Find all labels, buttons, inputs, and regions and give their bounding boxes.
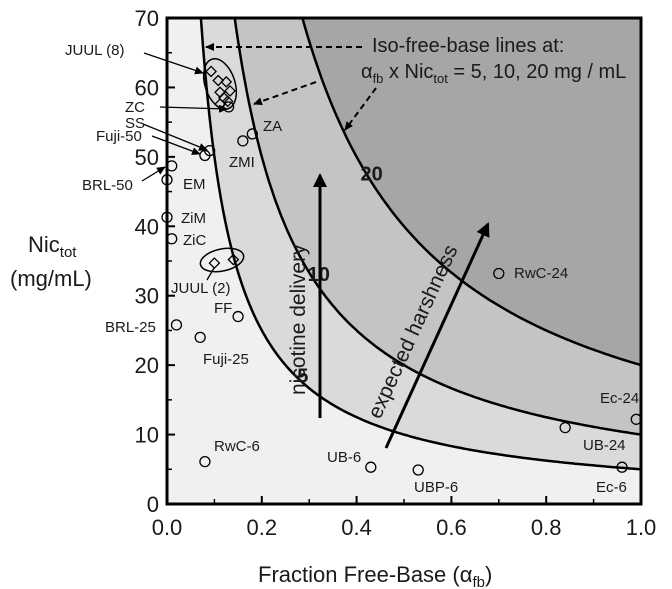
callout-arrow-10 xyxy=(253,81,317,106)
point-brl-50 xyxy=(161,174,173,186)
pointer-juul2 xyxy=(206,267,215,281)
pointer-ss xyxy=(142,123,208,151)
expected-harshness-arrow xyxy=(384,222,490,449)
y-axis-title-sub: tot xyxy=(60,244,78,261)
annotation-line1: Iso-free-base lines at: xyxy=(372,35,564,57)
label-zmi: ZMI xyxy=(229,154,255,171)
label-em: EM xyxy=(183,176,206,193)
label-rwc6: RwC-6 xyxy=(214,438,260,455)
point-brl-25 xyxy=(170,319,183,331)
x-tick-label: 0.4 xyxy=(341,515,372,540)
x-tick-label: 0.8 xyxy=(531,515,562,540)
label-zc: ZC xyxy=(125,99,145,116)
point-zmi xyxy=(237,135,249,147)
callout-arrow-20 xyxy=(344,87,377,131)
iso-line-20 xyxy=(301,18,641,367)
iso-line-labels: 51020 xyxy=(297,163,383,387)
x-tick-label: 0.6 xyxy=(436,515,467,540)
label-brl25: BRL-25 xyxy=(105,319,156,336)
iso-line-10 xyxy=(233,18,641,436)
x-axis-title: Fraction Free-Base (αfb) xyxy=(258,562,492,589)
point-zic xyxy=(166,233,178,245)
label-ub6: UB-6 xyxy=(327,449,361,466)
point-ec-6 xyxy=(616,461,628,473)
pointer-fuji50 xyxy=(151,135,201,155)
label-pointers xyxy=(141,52,228,281)
label-ss: SS xyxy=(125,115,145,132)
y-tick-label: 30 xyxy=(135,284,159,309)
iso-label-5: 5 xyxy=(297,365,308,387)
point-rwc-6 xyxy=(199,455,211,468)
label-ub24: UB-24 xyxy=(583,437,626,454)
x-axis-title-sub: fb xyxy=(472,574,485,589)
label-za: ZA xyxy=(263,118,282,135)
label-rwc24: RwC-24 xyxy=(514,265,568,282)
point-ec-24 xyxy=(630,413,642,425)
x-tick-label: 0.2 xyxy=(247,515,278,540)
y-tick-label: 50 xyxy=(135,145,159,170)
label-brl50: BRL-50 xyxy=(82,177,133,194)
y-tick-label: 70 xyxy=(135,6,159,31)
y-tick-label: 10 xyxy=(135,423,159,448)
x-axis-title-close: ) xyxy=(485,562,492,587)
x-tick-label: 1.0 xyxy=(626,515,657,540)
point-ub-24 xyxy=(559,421,571,434)
juul2-group-ellipse xyxy=(199,247,245,273)
y-axis-ticks: 0 10 20 30 40 50 60 70 xyxy=(135,6,175,517)
pointer-zc xyxy=(159,104,228,113)
y-tick-label: 20 xyxy=(135,353,159,378)
point-em xyxy=(166,160,178,172)
point-juul8-diamond xyxy=(220,75,233,88)
pointer-brl50 xyxy=(141,166,166,182)
point-juul2-diamond xyxy=(227,253,240,266)
point-rwc-24 xyxy=(493,267,505,280)
point-ff xyxy=(232,310,244,323)
nicotine-delivery-label: nicotine delivery xyxy=(287,244,310,395)
label-ec24: Ec-24 xyxy=(600,390,639,407)
y-axis-title: Nictot xyxy=(28,232,77,261)
annotation-fb-sub: fb xyxy=(373,71,384,86)
iso-line-5 xyxy=(199,18,641,471)
point-fuji-25 xyxy=(194,331,206,344)
point-juul8-diamond xyxy=(224,84,236,97)
x-tick-label: 0.0 xyxy=(152,515,183,540)
point-zim xyxy=(161,211,173,223)
pointer-juul8 xyxy=(143,52,204,75)
annotation-line2: αfb x Nictot = 5, 10, 20 mg / mL xyxy=(361,61,626,86)
point-za xyxy=(246,128,258,140)
point-ub-6 xyxy=(365,461,377,473)
annotation-tot-sub: tot xyxy=(433,71,448,86)
y-axis-units: (mg/mL) xyxy=(10,266,92,291)
y-tick-label: 40 xyxy=(135,214,159,239)
label-zim: ZiM xyxy=(181,210,206,227)
annotation-times: x Nic xyxy=(383,61,433,83)
label-fuji50: Fuji-50 xyxy=(96,128,142,145)
annotation-alpha: α xyxy=(361,61,373,83)
label-ec6: Ec-6 xyxy=(596,479,627,496)
juul8-group-ellipse xyxy=(202,58,238,110)
iso-regions xyxy=(167,18,641,504)
label-ubp6: UBP-6 xyxy=(414,479,458,496)
region-above-20 xyxy=(302,18,641,366)
y-tick-label: 60 xyxy=(135,75,159,100)
x-axis-ticks: 0.0 0.2 0.4 0.6 0.8 1.0 xyxy=(152,496,657,540)
label-juul2: JUUL (2) xyxy=(171,280,230,297)
point-ubp-6 xyxy=(412,464,424,476)
x-axis-title-main: Fraction Free-Base (α xyxy=(258,562,473,587)
annotation-eq: = 5, 10, 20 mg / mL xyxy=(448,61,626,83)
label-fuji25: Fuji-25 xyxy=(203,351,249,368)
iso-lines xyxy=(199,18,641,471)
point-labels: JUUL (8) ZC SS Fuji-50 BRL-50 EM ZiM ZiC… xyxy=(65,42,639,496)
label-zic: ZiC xyxy=(183,232,206,249)
point-juul8-diamond xyxy=(212,74,225,87)
point-juul8-diamond xyxy=(205,65,218,78)
label-juul8: JUUL (8) xyxy=(65,42,124,59)
point-juul2-diamond xyxy=(208,257,221,270)
iso-label-20: 20 xyxy=(361,163,383,185)
label-ff: FF xyxy=(214,300,232,317)
y-tick-label: 0 xyxy=(147,492,159,517)
y-axis-title-main: Nic xyxy=(28,232,60,257)
